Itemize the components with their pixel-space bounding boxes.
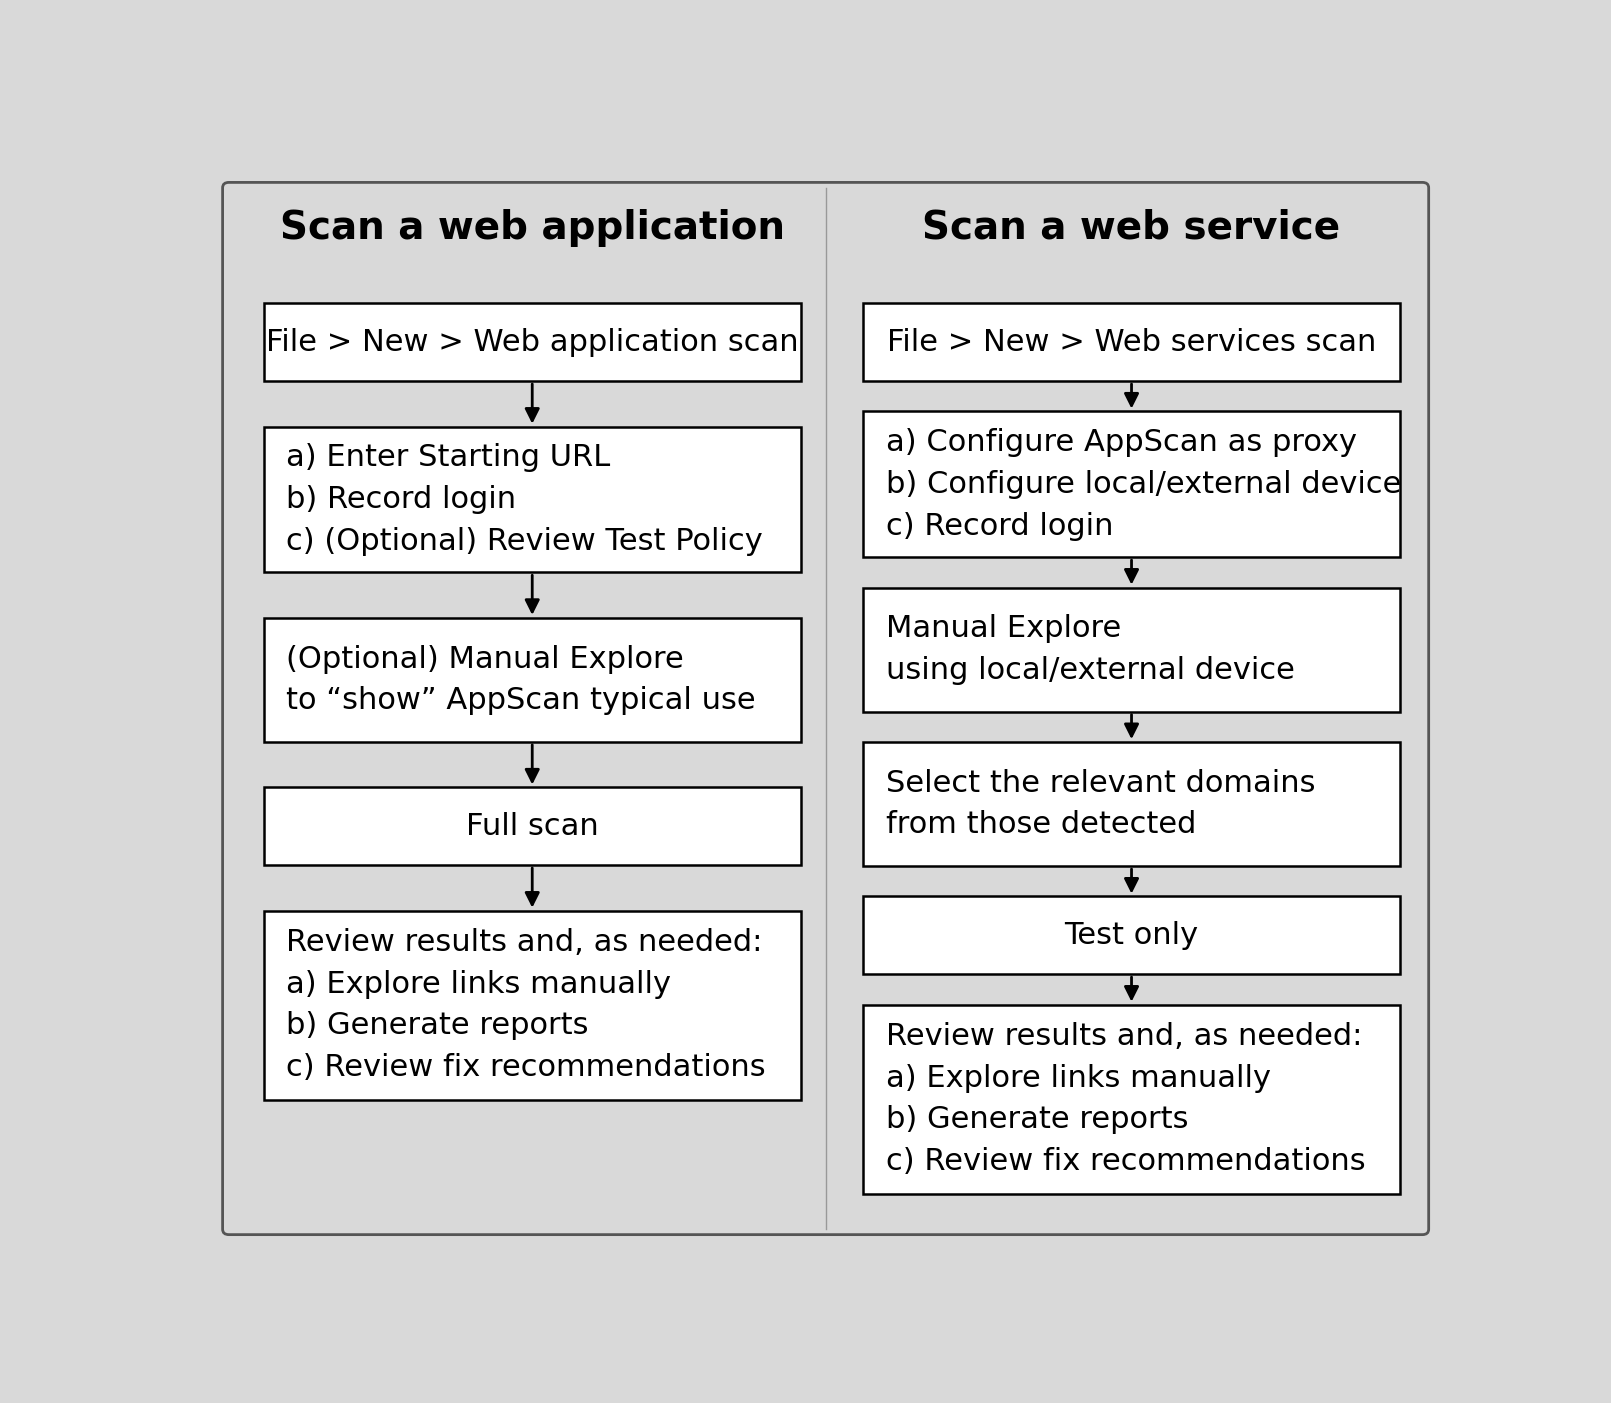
Bar [264,617,801,742]
Bar [863,588,1400,711]
Text: Manual Explore
using local/external device: Manual Explore using local/external devi… [886,615,1295,685]
Text: (Optional) Manual Explore
to “show” AppScan typical use: (Optional) Manual Explore to “show” AppS… [287,644,756,716]
Text: File > New > Web services scan: File > New > Web services scan [886,328,1376,356]
Bar [863,897,1400,974]
Text: Scan a web application: Scan a web application [280,209,785,247]
Text: a) Configure AppScan as proxy
b) Configure local/external device
c) Record login: a) Configure AppScan as proxy b) Configu… [886,428,1402,540]
FancyBboxPatch shape [222,182,1429,1235]
Text: Review results and, as needed:
a) Explore links manually
b) Generate reports
c) : Review results and, as needed: a) Explor… [287,929,765,1082]
Text: Full scan: Full scan [466,812,599,840]
Text: File > New > Web application scan: File > New > Web application scan [266,328,799,356]
Bar [264,911,801,1100]
Text: Test only: Test only [1065,920,1199,950]
Text: Review results and, as needed:
a) Explore links manually
b) Generate reports
c) : Review results and, as needed: a) Explor… [886,1021,1365,1176]
Bar [863,411,1400,557]
Bar [264,427,801,572]
Bar [863,742,1400,866]
Text: a) Enter Starting URL
b) Record login
c) (Optional) Review Test Policy: a) Enter Starting URL b) Record login c)… [287,443,764,556]
Bar [863,303,1400,382]
Bar [264,787,801,866]
Bar [863,1005,1400,1194]
Text: Select the relevant domains
from those detected: Select the relevant domains from those d… [886,769,1315,839]
Bar [264,303,801,382]
Text: Scan a web service: Scan a web service [923,209,1340,247]
